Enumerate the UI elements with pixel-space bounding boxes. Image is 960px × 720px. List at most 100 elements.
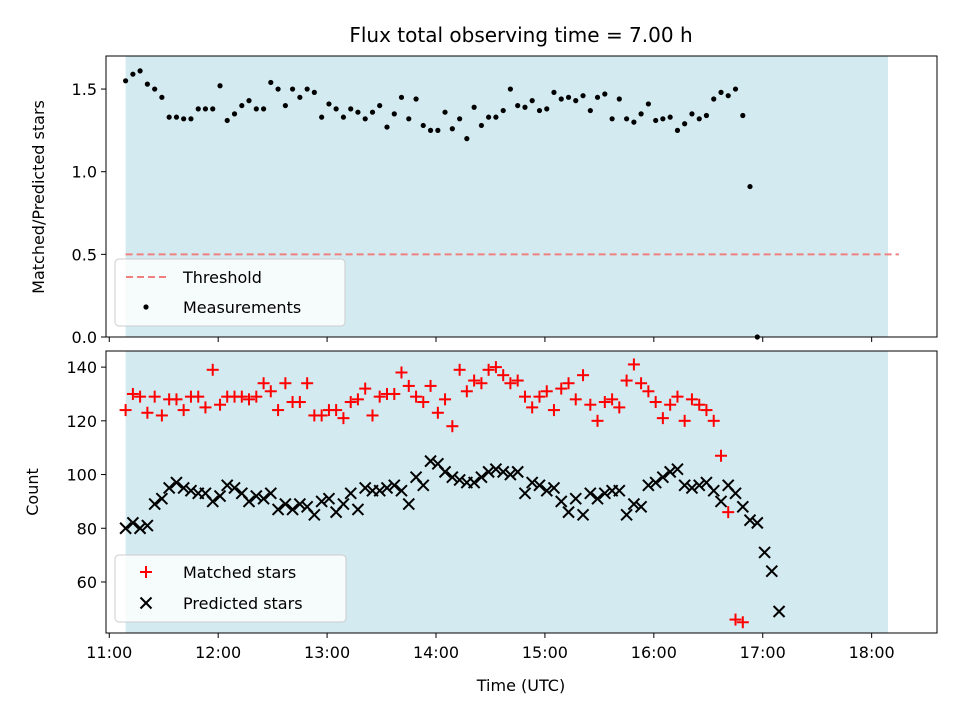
matched-star-point	[700, 404, 713, 417]
time-x-axis: 11:00 12:00 13:00 14:00 15:00 16:00 17:00 18:00	[86, 633, 895, 662]
measurement-point	[536, 107, 543, 114]
measurement-point	[355, 109, 361, 115]
predicted-star-point	[569, 492, 582, 505]
x-b	[511, 465, 524, 479]
matched-star-point	[518, 390, 531, 403]
measurement-point	[747, 183, 753, 190]
matched-star-point	[613, 401, 626, 414]
predicted-star-point	[525, 476, 539, 489]
predicted-star-point	[322, 492, 336, 505]
measurement-point	[565, 94, 572, 100]
predicted-star-point	[758, 546, 771, 559]
matched-star-point	[293, 396, 306, 409]
x-b	[700, 476, 713, 489]
x-tick-label: 13:00	[304, 643, 350, 662]
predicted-star-point	[213, 489, 227, 503]
predicted-star-point	[271, 503, 285, 516]
measurement-point	[478, 122, 485, 129]
matched-star-point	[257, 377, 270, 390]
measurement-point	[195, 106, 201, 112]
matched-star-point	[678, 414, 691, 427]
count-legend: Matched stars Predicted stars	[114, 554, 347, 623]
x-b	[678, 479, 691, 492]
predicted-star-point	[642, 479, 655, 492]
x-b	[540, 484, 553, 497]
measurement-point	[319, 114, 325, 120]
x-b	[613, 484, 626, 497]
matched-star-point	[707, 414, 720, 427]
y-tick-label: 0.0	[72, 328, 97, 347]
x-b	[656, 471, 670, 484]
measurement-point	[529, 98, 535, 104]
x-b	[555, 495, 568, 508]
predicted-star-point	[388, 479, 401, 492]
x-b	[504, 468, 517, 481]
predicted-star-point	[417, 479, 430, 492]
predicted-star-point	[663, 465, 677, 479]
predicted-star-point	[620, 508, 633, 522]
measurement-point	[624, 116, 630, 122]
measurement-point	[391, 111, 397, 117]
ratio-y-label: Matched/Predicted stars	[29, 100, 48, 294]
measurements-series	[123, 68, 760, 340]
x-b	[772, 605, 786, 618]
predicted-star-point	[177, 481, 190, 495]
matched-star-point	[591, 414, 604, 427]
predicted-star-point	[693, 479, 706, 492]
legend-matched-swatch	[140, 566, 152, 578]
matched-star-point	[243, 393, 256, 406]
x-b	[685, 481, 699, 495]
x-b	[380, 481, 394, 495]
legend-plus-marker	[140, 566, 152, 578]
x-b	[264, 487, 277, 500]
predicted-star-point	[133, 522, 147, 535]
matched-star-point	[424, 379, 437, 392]
predicted-star-point	[496, 465, 510, 479]
x-b	[162, 481, 176, 495]
measurement-point	[275, 86, 281, 92]
predicted-star-point	[533, 479, 546, 492]
x-b	[199, 487, 212, 500]
x-b	[133, 522, 147, 535]
measurement-point	[602, 91, 608, 97]
measurement-point	[660, 116, 666, 122]
x-b	[395, 484, 408, 497]
chart-title: Flux total observing time = 7.00 h	[349, 23, 692, 47]
x-b	[373, 484, 386, 497]
x-b	[155, 492, 169, 505]
x-b	[693, 479, 706, 492]
x-b	[467, 476, 481, 489]
x-tick-label: 14:00	[413, 643, 459, 662]
matched-star-point	[693, 398, 706, 411]
matched-star-point	[359, 382, 372, 395]
predicted-star-point	[613, 484, 626, 497]
matched-star-point	[453, 363, 466, 376]
matched-star-point	[635, 377, 648, 390]
predicted-star-point	[359, 481, 372, 495]
measurement-point	[173, 114, 180, 120]
matched-star-point	[475, 377, 488, 390]
x-b	[736, 500, 750, 513]
matched-star-point	[155, 409, 168, 422]
y-tick-label: 100	[66, 466, 97, 485]
measurement-point	[253, 106, 259, 112]
measurement-point	[449, 126, 455, 132]
ratio-y-axis: 0.0 0.5 1.0 1.5	[72, 80, 106, 347]
legend-measurements-swatch	[143, 304, 149, 310]
x-b	[344, 487, 357, 500]
measurement-point	[210, 106, 216, 112]
x-b	[475, 471, 488, 484]
measurement-point	[289, 86, 296, 92]
matched-star-point	[664, 398, 677, 411]
x-b	[417, 479, 430, 492]
matched-star-point	[192, 390, 205, 403]
matched-star-point	[206, 363, 219, 376]
matched-star-point	[279, 377, 292, 390]
x-b	[446, 471, 459, 484]
count-legend-box	[114, 554, 347, 623]
matched-star-point	[301, 377, 314, 390]
measurement-point	[362, 116, 368, 122]
measurement-point	[326, 101, 332, 107]
predicted-star-point	[547, 481, 561, 495]
x-b	[351, 503, 365, 516]
